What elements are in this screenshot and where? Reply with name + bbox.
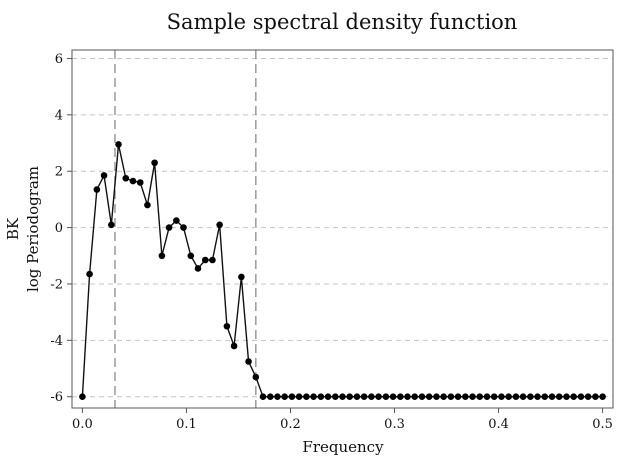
data-point [433, 393, 440, 401]
y-axis-label-line-2: log Periodogram [24, 166, 42, 292]
data-point [187, 252, 195, 260]
x-tick-label: 0.2 [280, 417, 301, 432]
y-tick-label: 0 [55, 221, 63, 236]
data-point [209, 256, 216, 264]
x-axis-label: Frequency [302, 438, 384, 456]
data-point [93, 186, 101, 193]
data-point [519, 393, 527, 401]
data-point [360, 393, 368, 401]
y-tick-label: 6 [55, 52, 63, 67]
data-point [527, 393, 534, 401]
x-tick-label: 0.5 [592, 417, 613, 432]
data-point [454, 393, 462, 401]
data-point [151, 159, 158, 167]
data-point [122, 174, 130, 182]
data-point [368, 393, 375, 401]
y-axis-label-line-1: BK [4, 217, 22, 240]
data-point [425, 393, 433, 401]
data-point [599, 393, 606, 401]
data-point [563, 393, 570, 401]
data-point [584, 393, 592, 401]
data-point [238, 273, 245, 281]
data-point [194, 265, 202, 272]
series-line [81, 144, 603, 398]
data-point [281, 393, 288, 401]
data-point [245, 358, 252, 365]
data-point [483, 393, 491, 401]
data-point [180, 224, 187, 231]
data-point [144, 201, 151, 209]
x-tick-label: 0.0 [72, 417, 93, 432]
data-point [129, 177, 137, 185]
data-point [346, 393, 353, 401]
data-point [252, 373, 260, 381]
data-point [310, 393, 317, 401]
data-point [555, 393, 563, 401]
data-point [447, 393, 455, 401]
data-point [490, 393, 498, 401]
data-point [324, 393, 332, 401]
y-axis-ticks: -6 -4 -2 0 2 4 6 [50, 52, 72, 405]
data-point [505, 393, 512, 401]
data-point [498, 393, 505, 401]
data-point [303, 393, 310, 401]
data-point [86, 270, 93, 278]
data-point [136, 179, 144, 186]
chart-title: Sample spectral density function [167, 10, 518, 34]
y-tick-label: -2 [50, 277, 63, 292]
data-point [158, 252, 166, 260]
data-point [476, 393, 484, 401]
reference-lines [114, 50, 257, 408]
data-point [165, 224, 173, 231]
data-point [332, 393, 339, 401]
data-point [389, 393, 397, 401]
data-point [115, 141, 122, 148]
data-point [404, 393, 411, 401]
data-point [534, 393, 541, 401]
data-point [295, 393, 303, 401]
data-point [201, 256, 209, 264]
x-tick-label: 0.3 [384, 417, 405, 432]
data-point [382, 393, 390, 401]
data-point [411, 393, 419, 401]
data-point [469, 393, 476, 401]
x-axis-ticks: 0.0 0.1 0.2 0.3 0.4 0.5 [72, 408, 613, 432]
data-point [541, 393, 549, 401]
data-point [274, 393, 281, 401]
data-point [397, 393, 404, 401]
data-point [375, 393, 382, 401]
plot-frame [71, 49, 614, 409]
data-points [79, 141, 606, 401]
y-tick-label: -4 [50, 334, 63, 349]
data-point [100, 172, 108, 179]
grid-lines [72, 57, 613, 398]
data-point [577, 393, 585, 401]
data-point [440, 393, 447, 401]
data-point [266, 393, 274, 401]
data-point [216, 221, 223, 229]
data-point [418, 393, 426, 401]
data-point [108, 221, 115, 229]
y-tick-label: -6 [50, 390, 63, 405]
data-point [223, 322, 231, 330]
data-point [317, 393, 325, 401]
data-point [570, 393, 577, 401]
data-point [512, 393, 520, 401]
data-point [230, 342, 238, 350]
data-point [592, 393, 599, 401]
data-point [548, 393, 556, 401]
x-tick-label: 0.4 [488, 417, 509, 432]
data-point [462, 393, 469, 401]
data-point [339, 393, 346, 401]
x-tick-label: 0.1 [176, 417, 197, 432]
data-point [259, 393, 267, 401]
y-tick-label: 2 [55, 165, 63, 180]
data-point [173, 217, 180, 224]
data-point [79, 393, 86, 401]
data-point [353, 393, 361, 401]
data-point [288, 393, 296, 401]
y-tick-label: 4 [55, 108, 63, 123]
